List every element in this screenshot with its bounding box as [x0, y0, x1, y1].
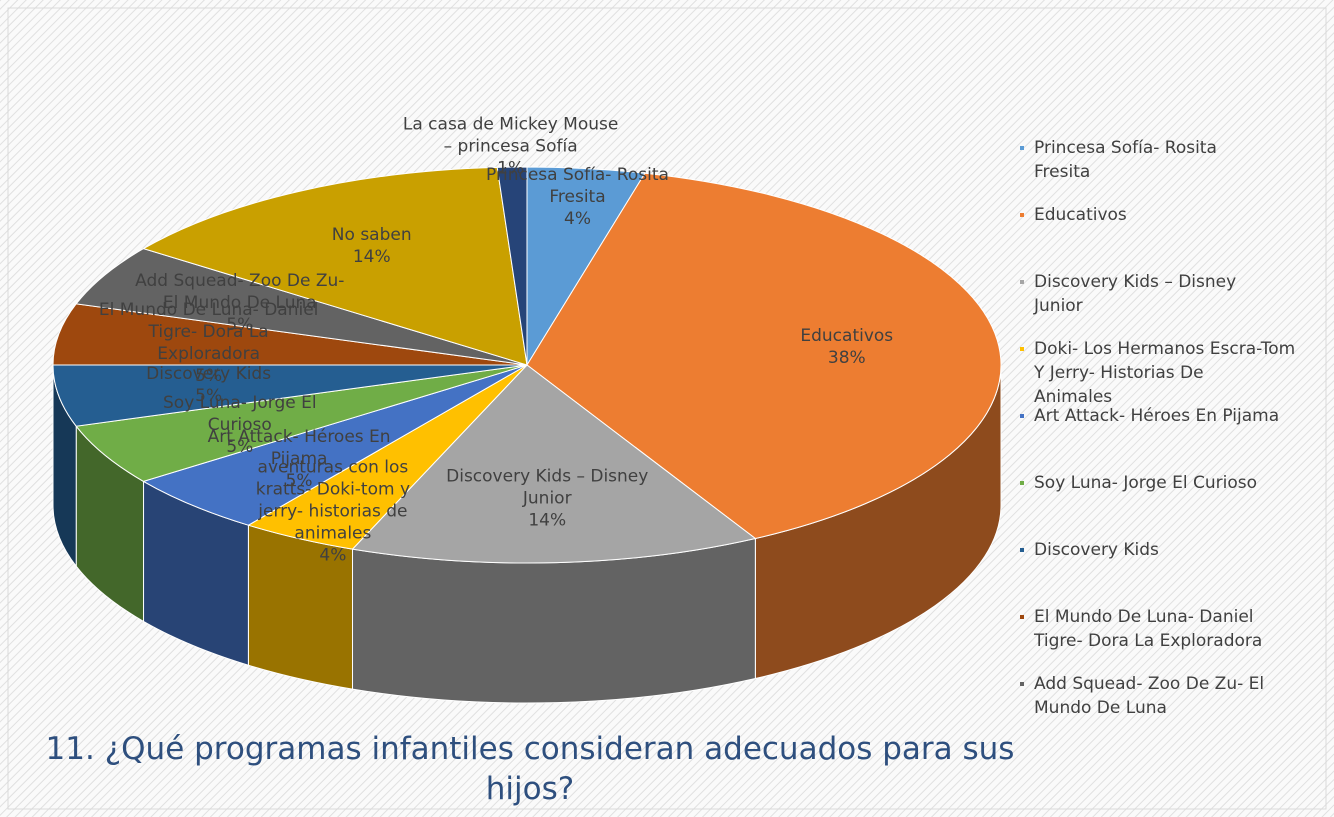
slice — [526, 172, 1002, 540]
legend-swatch — [1020, 414, 1024, 418]
data-label-name: No saben — [332, 225, 412, 245]
slice — [75, 248, 528, 366]
data-label-name: Educativos — [800, 326, 893, 346]
data-label-name: La casa de Mickey Mouse – princesa Sofía — [403, 114, 618, 156]
data-label-value: 5% — [226, 437, 253, 457]
legend-label: Soy Luna- Jorge El Curioso — [1034, 473, 1257, 493]
data-label-value: 1% — [497, 158, 524, 178]
legend-swatch — [1020, 146, 1024, 150]
data-label-name: Art Attack- Héroes En Pijama — [208, 427, 391, 469]
slice-side — [352, 537, 756, 704]
data-label-value: 38% — [828, 348, 866, 368]
chart-title: 11. ¿Qué programas infantiles consideran… — [46, 731, 1015, 807]
data-label-name: Add Squead- Zoo De Zu-El Mundo De Luna — [135, 271, 344, 313]
slice — [75, 364, 528, 482]
legend-label: Educativos — [1034, 205, 1127, 225]
legend-swatch — [1020, 481, 1024, 485]
slice — [52, 303, 528, 366]
slice — [496, 166, 528, 366]
legend-label: Doki- Los Hermanos Escra-Tom Y Jerry- His… — [1033, 339, 1295, 407]
legend-swatch — [1020, 548, 1024, 552]
data-label-value: 5% — [195, 386, 222, 406]
data-label-value: 5% — [195, 366, 222, 386]
data-label-name: Princesa Sofía- Rosita Fresita — [486, 165, 669, 207]
data-label-name: Soy Luna- Jorge El Curioso — [163, 393, 317, 435]
data-label-value: 14% — [353, 247, 391, 267]
legend-label: El Mundo De Luna- Daniel Tigre- Dora La E… — [1033, 607, 1262, 651]
data-label-name: Discovery Kids — [146, 364, 271, 384]
data-label-name: aventuras con los kratts- Doki-tom y jerry… — [256, 457, 410, 543]
data-label-name: El Mundo De Luna- Daniel Tigre- Dora La Ex… — [99, 300, 319, 364]
legend-label: Princesa Sofía- Rosita Fresita — [1034, 138, 1217, 182]
chart-border — [7, 7, 1327, 810]
slice — [351, 364, 757, 564]
data-label-value: 5% — [226, 315, 253, 335]
data-label-value: 4% — [564, 209, 591, 229]
slice — [142, 166, 528, 366]
legend-label: Discovery Kids — [1034, 540, 1159, 560]
legend-swatch — [1020, 682, 1024, 686]
legend-swatch — [1020, 347, 1024, 351]
slice — [52, 364, 528, 427]
legend-swatch — [1020, 280, 1024, 284]
slice — [142, 364, 528, 526]
legend-label: Discovery Kids – Disney Junior — [1033, 272, 1236, 316]
data-label-value: 4% — [319, 545, 346, 565]
data-label-value: 14% — [528, 510, 566, 530]
data-label-name: Discovery Kids – Disney Junior — [446, 466, 648, 508]
legend-swatch — [1020, 615, 1024, 619]
legend-swatch — [1020, 213, 1024, 217]
legend-label: Add Squead- Zoo De Zu- El Mundo De Luna — [1034, 674, 1264, 718]
legend-label: Art Attack- Héroes En Pijama — [1034, 406, 1279, 426]
data-label-value: 5% — [286, 471, 313, 491]
